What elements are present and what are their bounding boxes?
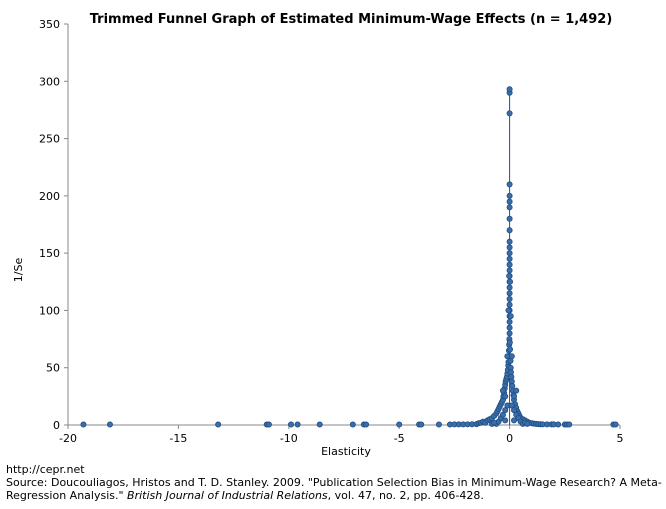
data-point	[506, 110, 513, 117]
data-point	[506, 250, 513, 257]
data-point	[106, 421, 113, 428]
y-tick-label: 100	[39, 304, 60, 317]
data-point	[508, 353, 515, 360]
data-point	[506, 192, 513, 199]
x-tick-label: -15	[169, 432, 187, 445]
x-tick-label: 5	[617, 432, 624, 445]
data-point	[506, 86, 513, 93]
data-point	[294, 421, 301, 428]
data-point	[506, 330, 513, 337]
data-point	[506, 227, 513, 234]
data-point	[418, 421, 425, 428]
y-tick-label: 250	[39, 133, 60, 146]
data-point	[288, 421, 295, 428]
source-citation: Source: Doucouliagos, Hristos and T. D. …	[6, 476, 662, 502]
x-tick-label: -20	[59, 432, 77, 445]
y-axis-label: 1/Se	[12, 258, 25, 283]
y-tick-label: 50	[46, 362, 60, 375]
data-point	[612, 421, 619, 428]
data-point	[507, 346, 514, 353]
data-point	[513, 387, 520, 394]
data-point	[506, 255, 513, 262]
y-tick-label: 350	[39, 18, 60, 31]
data-point	[506, 284, 513, 291]
funnel-chart: Trimmed Funnel Graph of Estimated Minimu…	[12, 12, 624, 458]
data-point	[435, 421, 442, 428]
y-axis-ticks: 0 50 100 150 200 250 300 350	[39, 18, 68, 432]
data-point	[506, 290, 513, 297]
data-point	[502, 417, 509, 424]
data-point	[506, 324, 513, 331]
data-point	[511, 393, 518, 400]
x-axis-label: Elasticity	[321, 445, 371, 458]
y-tick-label: 150	[39, 247, 60, 260]
data-point	[506, 215, 513, 222]
data-point	[215, 421, 222, 428]
data-point	[507, 278, 514, 285]
data-point	[505, 307, 512, 314]
data-point	[506, 181, 513, 188]
data-point	[506, 318, 513, 325]
data-point	[506, 198, 513, 205]
citation-suffix: , vol. 47, no. 2, pp. 406-428.	[327, 489, 484, 502]
data-point	[506, 295, 513, 302]
data-point	[349, 421, 356, 428]
data-point	[506, 204, 513, 211]
y-tick-label: 200	[39, 190, 60, 203]
data-point	[80, 421, 87, 428]
y-tick-label: 0	[53, 419, 60, 432]
data-point	[491, 419, 498, 426]
data-point	[506, 339, 513, 346]
data-point	[511, 417, 518, 424]
x-tick-label: 0	[506, 432, 513, 445]
data-point	[555, 421, 562, 428]
data-point	[499, 387, 506, 394]
data-points	[80, 86, 619, 428]
data-point	[506, 244, 513, 251]
data-point	[363, 421, 370, 428]
x-tick-label: -10	[280, 432, 298, 445]
data-point	[524, 420, 531, 427]
data-point	[506, 301, 513, 308]
data-point	[566, 421, 573, 428]
x-axis-ticks: -20 -15 -10 -5 0 5	[59, 425, 624, 445]
journal-name: British Journal of Industrial Relations	[127, 489, 328, 502]
data-point	[506, 261, 513, 268]
footer: http://cepr.net Source: Doucouliagos, Hr…	[6, 463, 662, 502]
y-tick-label: 300	[39, 75, 60, 88]
x-tick-label: -5	[394, 432, 405, 445]
chart-title: Trimmed Funnel Graph of Estimated Minimu…	[90, 12, 613, 27]
data-point	[506, 267, 513, 274]
data-point	[396, 421, 403, 428]
data-point	[507, 313, 514, 320]
data-point	[265, 421, 272, 428]
data-point	[502, 393, 509, 400]
data-point	[316, 421, 323, 428]
data-point	[506, 238, 513, 245]
citation-prefix: Source: Doucouliagos, Hristos and T. D. …	[6, 476, 662, 502]
data-point	[506, 273, 513, 280]
source-url: http://cepr.net	[6, 463, 85, 476]
